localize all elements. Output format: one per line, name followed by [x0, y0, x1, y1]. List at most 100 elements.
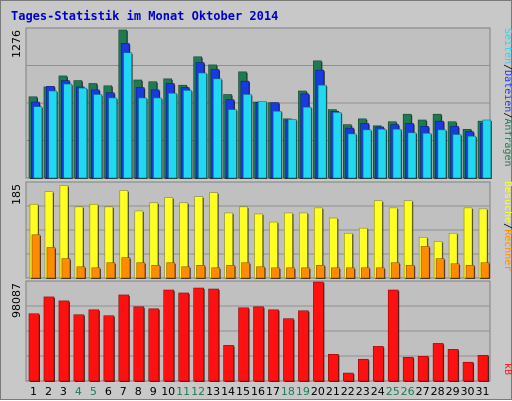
x-tick-label-day-2: 2: [45, 385, 52, 398]
x-tick-label-day-1: 1: [30, 385, 37, 398]
bar-kb-day-18: [283, 318, 294, 382]
bar-seiten-day-26: [407, 132, 417, 179]
bar-kb-day-14: [223, 345, 234, 382]
bar-seiten-day-29: [452, 134, 462, 179]
bar-rechner-day-31: [480, 262, 490, 279]
bar-besuche-day-13: [209, 192, 218, 279]
bar-rechner-day-23: [360, 267, 370, 279]
bar-seiten-day-17: [272, 111, 282, 179]
x-tick-label-day-8: 8: [135, 385, 142, 398]
bar-besuche-day-5: [89, 204, 99, 279]
bar-kb-day-28: [432, 343, 444, 382]
bar-rechner-day-7: [121, 257, 131, 279]
bar-kb-day-16: [253, 306, 264, 382]
bar-seiten-day-7: [123, 52, 132, 179]
legend-top-item-2: Anfragen: [502, 118, 512, 166]
legend-middle-item-0: Besuche: [502, 181, 512, 223]
bar-rechner-day-3: [61, 258, 71, 279]
x-tick-label-day-4: 4: [75, 385, 82, 398]
bar-kb-day-8: [133, 306, 145, 382]
bar-kb-day-26: [402, 356, 414, 382]
bar-seiten-day-8: [138, 97, 147, 179]
x-tick-label-day-18: 18: [281, 385, 295, 398]
x-tick-label-day-30: 30: [461, 385, 475, 398]
bar-rechner-day-8: [136, 262, 146, 279]
bar-seiten-day-13: [213, 78, 222, 179]
bar-kb-day-27: [417, 355, 429, 382]
bar-seiten-day-6: [108, 97, 117, 179]
bar-kb-day-3: [58, 300, 70, 382]
x-tick-label-day-10: 10: [161, 385, 175, 398]
bar-kb-day-30: [462, 361, 474, 382]
bar-rechner-day-30: [465, 264, 475, 279]
bar-kb-day-19: [298, 310, 309, 382]
bar-kb-day-6: [103, 315, 115, 382]
bar-seiten-day-9: [153, 97, 162, 179]
bar-rechner-day-22: [346, 267, 355, 279]
bar-rechner-day-28: [435, 258, 445, 279]
bar-rechner-day-18: [286, 267, 295, 279]
panel-top-ymax-label: 1276: [10, 30, 23, 58]
bar-seiten-day-2: [48, 90, 58, 179]
bar-seiten-day-12: [198, 72, 207, 179]
bar-seiten-day-11: [183, 90, 192, 179]
bar-kb-day-12: [193, 287, 204, 382]
x-tick-label-day-9: 9: [150, 385, 157, 398]
legend-middle-separator-0: /: [502, 223, 512, 229]
legend-bottom-item-0: kB: [502, 363, 512, 375]
bar-kb-day-23: [357, 358, 369, 382]
bar-besuche-day-24: [373, 200, 383, 279]
x-tick-label-day-3: 3: [60, 385, 67, 398]
bar-rechner-day-29: [450, 263, 460, 279]
x-tick-label-day-25: 25: [386, 385, 400, 398]
bar-seiten-day-27: [422, 133, 432, 179]
bar-rechner-day-13: [211, 267, 220, 279]
bar-rechner-day-16: [256, 266, 265, 279]
bar-seiten-day-30: [467, 135, 477, 179]
bar-seiten-day-4: [78, 87, 88, 179]
bar-rechner-day-5: [91, 267, 101, 279]
x-tick-label-day-17: 17: [266, 385, 280, 398]
bar-kb-day-1: [28, 313, 40, 382]
bar-rechner-day-26: [405, 264, 415, 279]
x-tick-label-day-23: 23: [356, 385, 370, 398]
legend-top-separator-0: /: [502, 64, 512, 70]
bar-seiten-day-15: [243, 94, 252, 179]
bar-seiten-day-21: [332, 112, 342, 179]
bar-rechner-day-24: [375, 267, 385, 279]
bar-rechner-day-6: [106, 262, 116, 279]
bar-kb-day-21: [328, 353, 339, 382]
x-tick-label-day-14: 14: [221, 385, 235, 398]
x-tick-label-day-16: 16: [251, 385, 265, 398]
bar-seiten-day-16: [258, 101, 267, 179]
x-tick-label-day-24: 24: [371, 385, 385, 398]
bar-rechner-day-27: [420, 246, 430, 279]
bar-seiten-day-23: [362, 129, 372, 179]
bar-seiten-day-1: [33, 106, 43, 179]
bar-rechner-day-10: [166, 262, 176, 279]
bar-kb-day-24: [372, 346, 384, 382]
page-title: Tages-Statistik im Monat Oktober 2014: [11, 9, 279, 23]
x-tick-label-day-26: 26: [401, 385, 415, 398]
bar-kb-day-9: [148, 308, 160, 382]
bar-kb-day-2: [43, 296, 55, 382]
bar-rechner-day-1: [31, 234, 41, 279]
bar-kb-day-11: [178, 292, 189, 382]
bar-seiten-day-18: [287, 119, 297, 179]
bar-kb-day-13: [208, 288, 219, 382]
bar-seiten-day-14: [228, 109, 237, 179]
bar-kb-day-10: [163, 289, 175, 382]
x-tick-label-day-20: 20: [311, 385, 325, 398]
bar-seiten-day-10: [168, 93, 177, 179]
bar-seiten-day-25: [392, 128, 402, 179]
bar-kb-day-20: [313, 281, 324, 382]
legend-bottom: kB: [502, 363, 512, 375]
bar-rechner-day-9: [151, 264, 161, 279]
bar-rechner-day-2: [46, 247, 56, 279]
bar-kb-day-5: [88, 309, 100, 382]
legend-middle: Besuche/Rechner: [502, 181, 512, 271]
x-tick-label-day-31: 31: [476, 385, 490, 398]
x-tick-label-day-13: 13: [206, 385, 220, 398]
x-tick-label-day-28: 28: [431, 385, 445, 398]
